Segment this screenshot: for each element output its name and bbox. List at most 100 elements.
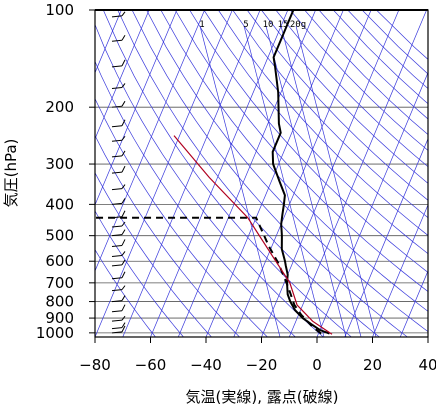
dry-adiabat-line bbox=[218, 10, 428, 236]
mixing-ratio-label: 15 bbox=[278, 20, 289, 30]
dry-adiabat-line bbox=[117, 10, 380, 337]
y-tick-label: 900 bbox=[45, 309, 74, 327]
isotherm-line bbox=[372, 203, 428, 337]
wind-barb bbox=[111, 139, 123, 142]
wind-barb bbox=[111, 327, 123, 330]
wind-barb bbox=[121, 184, 126, 189]
dry-adiabat-line bbox=[289, 10, 428, 151]
wind-barb bbox=[111, 277, 123, 280]
mixing-ratio-layer: 1 5 10 15 20g bbox=[199, 20, 377, 337]
isotherm-line bbox=[95, 10, 205, 272]
x-tick-label: −40 bbox=[190, 356, 222, 374]
mixing-ratio-line bbox=[199, 25, 281, 337]
x-tick-label: −60 bbox=[135, 356, 167, 374]
y-tick-label: 100 bbox=[45, 1, 74, 19]
dry-adiabat-line bbox=[160, 10, 428, 312]
y-tick-label: 500 bbox=[45, 227, 74, 245]
mixing-ratio-line bbox=[243, 25, 325, 337]
y-tick-label: 700 bbox=[45, 274, 74, 292]
wind-barb bbox=[121, 271, 126, 279]
wind-barb bbox=[121, 315, 126, 321]
isotherm-line bbox=[288, 10, 427, 337]
dry-adiabat-line bbox=[261, 10, 428, 184]
dewpoint-line bbox=[95, 216, 322, 335]
isotherm-line bbox=[316, 71, 428, 337]
x-axis-title: 気温(実線), 露点(破線) bbox=[186, 388, 339, 406]
wind-barb-column bbox=[111, 11, 126, 334]
isotherm-line bbox=[122, 10, 261, 337]
wind-barb bbox=[121, 322, 126, 328]
dry-adiabat-line bbox=[275, 10, 428, 168]
wind-barb bbox=[111, 155, 123, 158]
lifted-parcel-line bbox=[173, 135, 333, 335]
temperature-line bbox=[271, 10, 330, 335]
isotherm-line bbox=[344, 137, 428, 337]
dry-adiabat-line bbox=[131, 10, 408, 337]
mixing-ratio-line bbox=[295, 25, 377, 337]
isotherm-line bbox=[205, 10, 344, 337]
y-axis-title: 気圧(hPa) bbox=[2, 139, 20, 208]
isotherm-line bbox=[261, 10, 400, 337]
mixing-ratio-label: 10 bbox=[263, 20, 274, 30]
wind-barb bbox=[121, 239, 126, 246]
dry-adiabat-line bbox=[102, 10, 352, 337]
wind-barb bbox=[111, 244, 123, 247]
wind-barb bbox=[111, 86, 123, 89]
y-tick-label: 400 bbox=[45, 195, 74, 213]
wind-barb bbox=[121, 325, 126, 333]
isotherm-line bbox=[177, 10, 316, 337]
wind-barb bbox=[121, 59, 126, 67]
wind-barb bbox=[111, 310, 123, 313]
y-tick-label: 1000 bbox=[36, 324, 74, 342]
dry-adiabat-line bbox=[347, 10, 428, 90]
wind-barb bbox=[111, 234, 123, 237]
wind-barb bbox=[111, 300, 123, 303]
mixing-ratio-label: 5 bbox=[243, 20, 248, 30]
wind-barb bbox=[121, 221, 126, 227]
wind-barb bbox=[111, 225, 123, 228]
wind-barb bbox=[121, 119, 126, 127]
isotherm-line bbox=[95, 10, 122, 74]
wind-barb bbox=[111, 331, 123, 334]
dry-adiabat-line bbox=[95, 248, 156, 337]
dry-adiabat-line bbox=[246, 10, 428, 201]
wind-barb bbox=[111, 65, 123, 68]
isotherm-line bbox=[399, 270, 428, 337]
isotherm-line bbox=[95, 10, 233, 337]
wind-barb bbox=[121, 304, 126, 311]
y-tick-label: 300 bbox=[45, 155, 74, 173]
wind-barb bbox=[121, 150, 126, 157]
wind-barb bbox=[111, 39, 123, 42]
series-layer bbox=[95, 10, 333, 335]
dry-adiabat-line bbox=[232, 10, 428, 219]
wind-barb bbox=[121, 11, 126, 17]
wind-barb bbox=[121, 259, 126, 266]
wind-barb bbox=[111, 216, 123, 219]
isotherm-line bbox=[233, 10, 372, 337]
dry-adiabat-line bbox=[95, 60, 296, 337]
x-tick-label: 40 bbox=[418, 356, 436, 374]
dry-adiabat-line bbox=[95, 172, 212, 337]
mixing-ratio-label: 1 bbox=[199, 20, 204, 30]
mixing-ratio-line bbox=[265, 25, 347, 337]
y-tick-label: 800 bbox=[45, 293, 74, 311]
wind-barb bbox=[111, 105, 123, 108]
dry-adiabat-line bbox=[203, 10, 428, 255]
wind-barb bbox=[111, 15, 123, 18]
wind-barb bbox=[121, 210, 126, 217]
axis-layer: −80 −60 −40 −20 0 20 40 100 200 300 400 500 600 70080… bbox=[36, 1, 436, 374]
wind-barb bbox=[121, 165, 126, 173]
wind-barb bbox=[111, 289, 123, 292]
wind-barb bbox=[121, 135, 126, 141]
wind-barb bbox=[121, 251, 126, 256]
wind-barb bbox=[121, 295, 126, 301]
x-tick-label: 0 bbox=[312, 356, 322, 374]
grid-layer bbox=[95, 10, 428, 337]
dry-adiabat-line bbox=[95, 210, 184, 337]
y-tick-label: 200 bbox=[45, 98, 74, 116]
wind-barb bbox=[121, 100, 126, 107]
wind-barb bbox=[121, 35, 126, 41]
y-tick-label: 600 bbox=[45, 252, 74, 270]
wind-barb bbox=[111, 171, 123, 174]
